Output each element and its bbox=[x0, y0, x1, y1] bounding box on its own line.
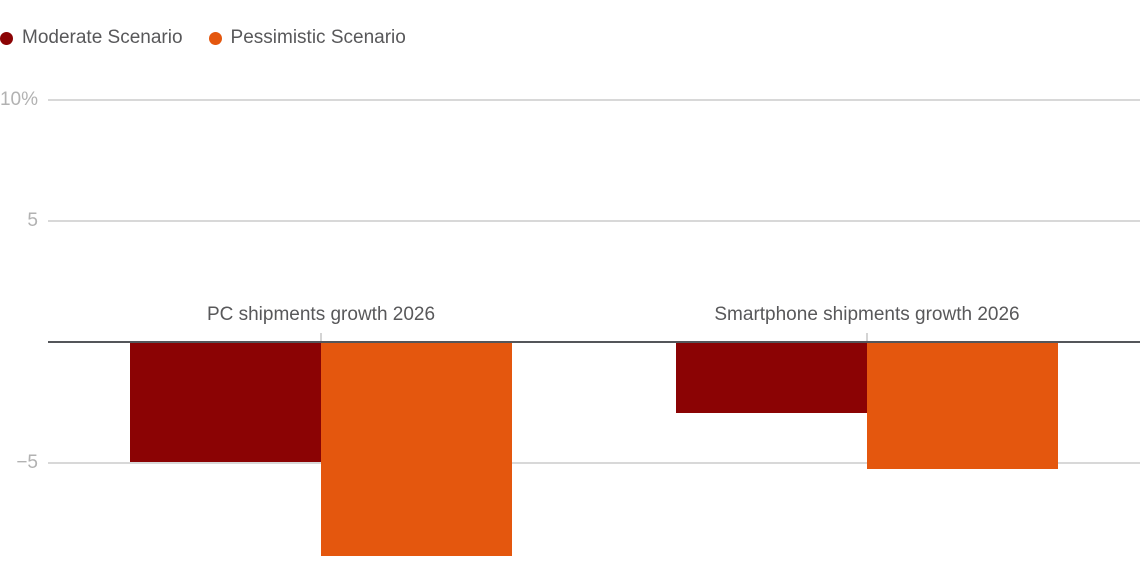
y-tick-label--5: −5 bbox=[16, 452, 38, 473]
bar-pessimistic-0 bbox=[321, 343, 512, 556]
y-tick-label-10: 10% bbox=[0, 89, 38, 110]
gridline--5 bbox=[48, 462, 1140, 464]
legend-item-moderate: Moderate Scenario bbox=[0, 26, 183, 50]
bar-moderate-0 bbox=[130, 343, 321, 462]
gridline-5 bbox=[48, 220, 1140, 222]
category-label-0: PC shipments growth 2026 bbox=[206, 304, 436, 325]
category-tick-1 bbox=[866, 333, 868, 341]
y-tick-label-5: 5 bbox=[27, 210, 38, 231]
zero-axis-line bbox=[48, 341, 1140, 343]
bar-pessimistic-1 bbox=[867, 343, 1058, 469]
legend-dot-moderate-icon bbox=[0, 31, 13, 45]
category-label-1: Smartphone shipments growth 2026 bbox=[714, 304, 1020, 325]
legend-item-pessimistic: Pessimistic Scenario bbox=[208, 26, 406, 50]
gridline-10 bbox=[48, 99, 1140, 101]
legend-dot-pessimistic-icon bbox=[208, 31, 222, 45]
bar-moderate-1 bbox=[676, 343, 867, 413]
legend-label-moderate: Moderate Scenario bbox=[22, 27, 183, 48]
legend: Moderate Scenario Pessimistic Scenario bbox=[0, 26, 406, 50]
category-tick-0 bbox=[320, 333, 322, 341]
legend-label-pessimistic: Pessimistic Scenario bbox=[230, 27, 406, 48]
